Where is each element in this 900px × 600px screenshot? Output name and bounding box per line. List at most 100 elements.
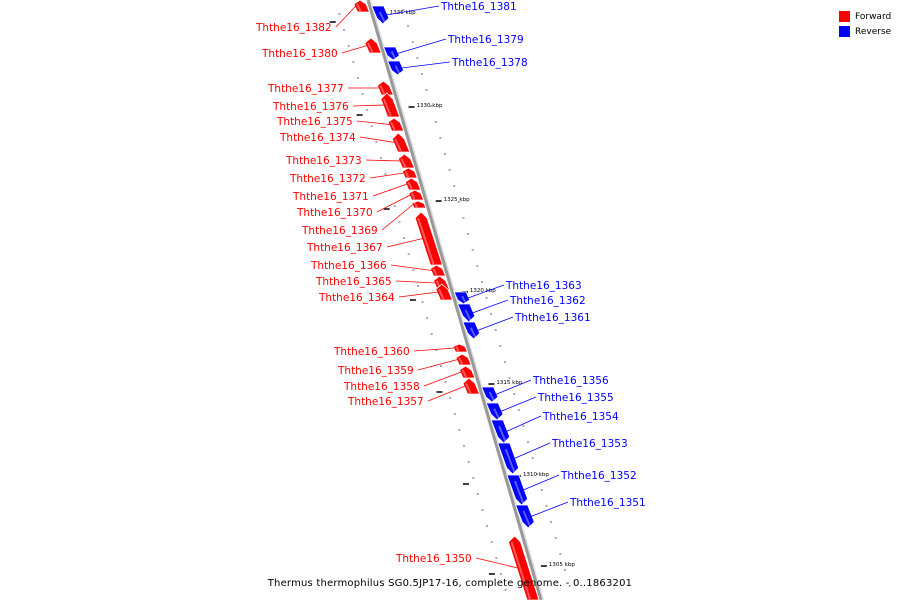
gene-block [408, 189, 425, 201]
gene-highlight [437, 288, 445, 300]
legend-label-forward: Forward [855, 11, 892, 22]
gene-block [391, 132, 411, 153]
gene-label: Ththe16_1359 [337, 365, 414, 377]
gene-block [386, 60, 405, 76]
gene-label: Ththe16_1378 [451, 57, 528, 69]
gene-highlight [464, 309, 472, 322]
gene-highlight [382, 98, 392, 117]
gene-leader-line [335, 5, 357, 28]
gene-highlight [522, 510, 532, 528]
gene-label: Ththe16_1376 [272, 101, 349, 113]
gene-label: Ththe16_1356 [532, 375, 609, 387]
genome-caption: Thermus thermophilus SG0.5JP17-16, compl… [267, 578, 633, 589]
gene-leader-line [500, 396, 537, 412]
gene-block [411, 200, 427, 209]
gene-block [387, 117, 405, 132]
gene-block [401, 167, 418, 179]
gene-highlight [455, 346, 460, 352]
gene-leader-line [341, 45, 368, 54]
gene-highlight [404, 170, 410, 178]
gene-highlight [465, 382, 472, 394]
gene-highlight [394, 65, 401, 75]
gene-block [490, 419, 511, 444]
gene-label: Ththe16_1362 [509, 295, 586, 307]
forward-swatch [839, 11, 850, 22]
gene-leader-line [523, 474, 560, 491]
gene-leader-line [376, 194, 411, 213]
gene-block [462, 321, 481, 340]
gene-highlight [498, 425, 507, 443]
gene-leader-line [530, 501, 569, 517]
gene-label: Ththe16_1361 [514, 312, 591, 324]
gene-block [429, 264, 447, 277]
gene-leader-line [495, 379, 532, 395]
gene-highlight [469, 327, 477, 339]
gene-label: Ththe16_1352 [560, 470, 637, 482]
gene-leader-line [381, 204, 414, 231]
gene-highlight [458, 357, 464, 365]
gene-highlight [378, 11, 386, 24]
gene-block [414, 211, 443, 266]
gene-label: Ththe16_1365 [315, 276, 392, 288]
gene-label: Ththe16_1363 [505, 280, 582, 292]
gene-leader-line [401, 61, 451, 69]
gene-label: Ththe16_1370 [296, 207, 373, 219]
gene-label: Ththe16_1366 [310, 260, 387, 272]
legend-item-reverse: Reverse [839, 24, 891, 39]
gene-block [455, 353, 472, 366]
gene-leader-line [467, 284, 505, 299]
gene-label: Ththe16_1371 [292, 191, 369, 203]
tick-label: 1325 kbp [444, 197, 470, 203]
tick-label: 1330 kbp [417, 103, 443, 109]
gene-label: Ththe16_1380 [261, 48, 338, 60]
gene-leader-line [365, 159, 401, 162]
gene-label: Ththe16_1355 [537, 392, 614, 404]
gene-label: Ththe16_1367 [306, 242, 383, 254]
gene-label: Ththe16_1364 [318, 292, 395, 304]
gene-leader-line [427, 385, 466, 402]
gene-label: Ththe16_1369 [301, 225, 378, 237]
gene-leader-line [477, 316, 514, 331]
gene-label: Ththe16_1354 [542, 411, 619, 423]
gene-block [457, 303, 476, 323]
gene-highlight [414, 202, 418, 208]
gene-highlight [493, 408, 501, 420]
tick-label: 1305 kbp [549, 562, 575, 568]
gene-highlight [394, 138, 402, 152]
gene-label: Ththe16_1375 [276, 116, 353, 128]
gene-leader-line [386, 5, 440, 16]
gene-label: Ththe16_1351 [569, 497, 646, 509]
gene-leader-line [356, 120, 390, 125]
gene-leader-line [386, 238, 423, 248]
gene-label: Ththe16_1350 [395, 553, 472, 565]
gene-label: Ththe16_1373 [285, 155, 362, 167]
gene-label: Ththe16_1377 [267, 83, 344, 95]
gene-highlight [510, 541, 531, 600]
gene-leader-line [372, 183, 408, 197]
gene-block [364, 37, 382, 54]
gene-block [508, 535, 540, 600]
tick-label: 1320 kbp [470, 288, 496, 294]
gene-block [462, 377, 481, 395]
gene-highlight [356, 3, 362, 12]
gene-leader-line [475, 557, 518, 569]
gene-block [353, 0, 371, 13]
gene-leader-line [390, 264, 433, 271]
gene-leader-line [413, 347, 455, 352]
gene-highlight [410, 192, 416, 200]
reverse-swatch [839, 26, 850, 37]
gene-leader-line [514, 442, 551, 459]
gene-label: Ththe16_1382 [255, 22, 332, 34]
gene-highlight [488, 391, 495, 402]
gene-leader-line [472, 299, 509, 314]
gene-block [497, 442, 520, 475]
gene-leader-line [423, 371, 462, 387]
gene-highlight [407, 181, 413, 190]
gene-block [397, 153, 416, 169]
gene-leader-line [369, 172, 404, 179]
gene-highlight [390, 121, 396, 131]
gene-block [452, 343, 469, 353]
gene-highlight [461, 295, 467, 304]
gene-highlight [514, 480, 525, 505]
